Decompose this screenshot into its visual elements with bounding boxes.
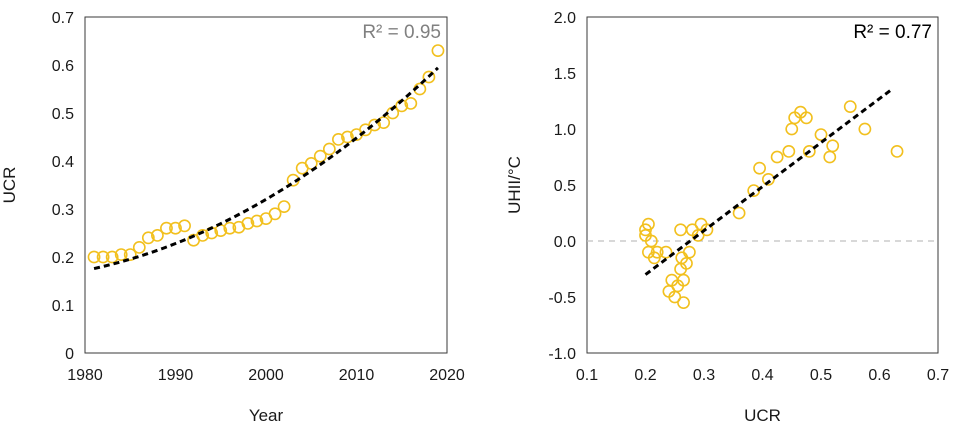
data-point bbox=[150, 228, 164, 242]
data-point bbox=[814, 128, 828, 141]
data-point bbox=[659, 245, 673, 259]
x-tick-label: 1990 bbox=[158, 367, 194, 384]
data-point bbox=[682, 245, 696, 259]
data-point bbox=[123, 248, 137, 261]
y-axis-label: UCR bbox=[0, 167, 19, 204]
data-point bbox=[700, 223, 714, 237]
x-tick-label: 0.4 bbox=[751, 367, 773, 384]
data-point bbox=[782, 144, 796, 158]
data-point bbox=[650, 245, 664, 259]
data-point bbox=[802, 144, 816, 158]
data-point bbox=[141, 231, 155, 245]
y-tick-label: -1.0 bbox=[548, 346, 576, 363]
x-tick-label: 0.7 bbox=[927, 367, 949, 384]
x-tick-label: 1980 bbox=[67, 367, 103, 384]
data-point bbox=[843, 100, 857, 113]
x-axis-label: Year bbox=[249, 406, 284, 425]
y-tick-label: 0.6 bbox=[52, 58, 74, 75]
x-tick-label: 0.3 bbox=[693, 367, 715, 384]
data-point bbox=[268, 207, 282, 221]
data-point bbox=[277, 200, 291, 213]
data-point bbox=[304, 156, 318, 170]
x-axis-label: UCR bbox=[744, 406, 781, 425]
data-point bbox=[644, 234, 658, 248]
data-point bbox=[890, 144, 904, 158]
data-point bbox=[677, 273, 690, 287]
y-tick-label: -0.5 bbox=[548, 290, 576, 307]
data-point bbox=[368, 118, 381, 132]
data-point bbox=[331, 132, 345, 146]
data-point bbox=[858, 122, 872, 136]
data-point bbox=[196, 228, 210, 242]
y-axis-label: UHII/°C bbox=[505, 156, 524, 214]
x-tick-label: 0.6 bbox=[868, 367, 890, 384]
x-tick-label: 0.2 bbox=[634, 367, 656, 384]
data-point bbox=[799, 111, 813, 125]
y-tick-label: 0.7 bbox=[52, 10, 74, 27]
y-tick-label: 0.5 bbox=[554, 178, 576, 195]
plot-frame bbox=[84, 16, 448, 354]
data-point bbox=[431, 44, 445, 57]
trend-line bbox=[93, 66, 439, 270]
y-tick-label: 1.0 bbox=[554, 122, 576, 139]
r-squared-label: R² = 0.77 bbox=[853, 22, 932, 43]
data-point bbox=[770, 150, 784, 164]
data-point bbox=[241, 216, 255, 230]
data-point bbox=[826, 139, 840, 153]
data-point bbox=[223, 221, 237, 235]
data-point bbox=[761, 172, 775, 186]
data-point bbox=[674, 223, 687, 237]
data-point bbox=[404, 97, 418, 110]
plot-frame bbox=[586, 16, 939, 354]
data-point bbox=[732, 206, 746, 220]
data-point bbox=[114, 248, 128, 261]
data-point bbox=[105, 250, 119, 264]
y-tick-label: 0.0 bbox=[554, 234, 576, 251]
trend-line bbox=[644, 88, 893, 276]
x-tick-label: 2000 bbox=[248, 367, 284, 384]
data-point bbox=[87, 250, 101, 264]
y-tick-label: 0.1 bbox=[52, 298, 74, 315]
y-tick-label: 0.4 bbox=[52, 154, 74, 171]
data-point bbox=[132, 240, 146, 254]
data-point bbox=[677, 296, 690, 309]
data-point bbox=[753, 161, 766, 175]
data-point bbox=[250, 214, 264, 228]
y-tick-label: 0.5 bbox=[52, 106, 74, 123]
chart-right-ucr-vs-uhii: 0.1 0.2 0.3 0.4 0.5 0.6 0.7 -1.0 -0.5 0.0 0.5 1.0 1.… bbox=[505, 10, 949, 425]
y-tick-label: 0.2 bbox=[52, 250, 74, 267]
data-point bbox=[823, 150, 837, 164]
data-point bbox=[96, 250, 110, 264]
chart-left-year-vs-ucr: 1980 1990 2000 2010 2020 0 0.1 0.2 0.3 0.4 0.5 0.6 0… bbox=[0, 10, 465, 425]
data-point bbox=[313, 149, 327, 163]
data-point bbox=[169, 221, 182, 235]
y-tick-label: 1.5 bbox=[554, 66, 576, 83]
data-point bbox=[422, 70, 436, 84]
data-point bbox=[160, 221, 173, 235]
y-tick-label: 0.3 bbox=[52, 202, 74, 219]
data-point bbox=[785, 122, 799, 136]
r-squared-label: R² = 0.95 bbox=[362, 22, 441, 43]
data-point bbox=[322, 142, 336, 156]
data-point bbox=[642, 217, 655, 231]
data-point bbox=[178, 219, 191, 233]
x-tick-label: 0.5 bbox=[810, 367, 832, 384]
y-tick-label: 2.0 bbox=[554, 10, 576, 27]
data-point bbox=[341, 130, 354, 144]
y-tick-label: 0 bbox=[65, 346, 74, 363]
x-tick-label: 0.1 bbox=[576, 367, 598, 384]
x-tick-label: 2020 bbox=[429, 367, 465, 384]
x-tick-label: 2010 bbox=[339, 367, 375, 384]
